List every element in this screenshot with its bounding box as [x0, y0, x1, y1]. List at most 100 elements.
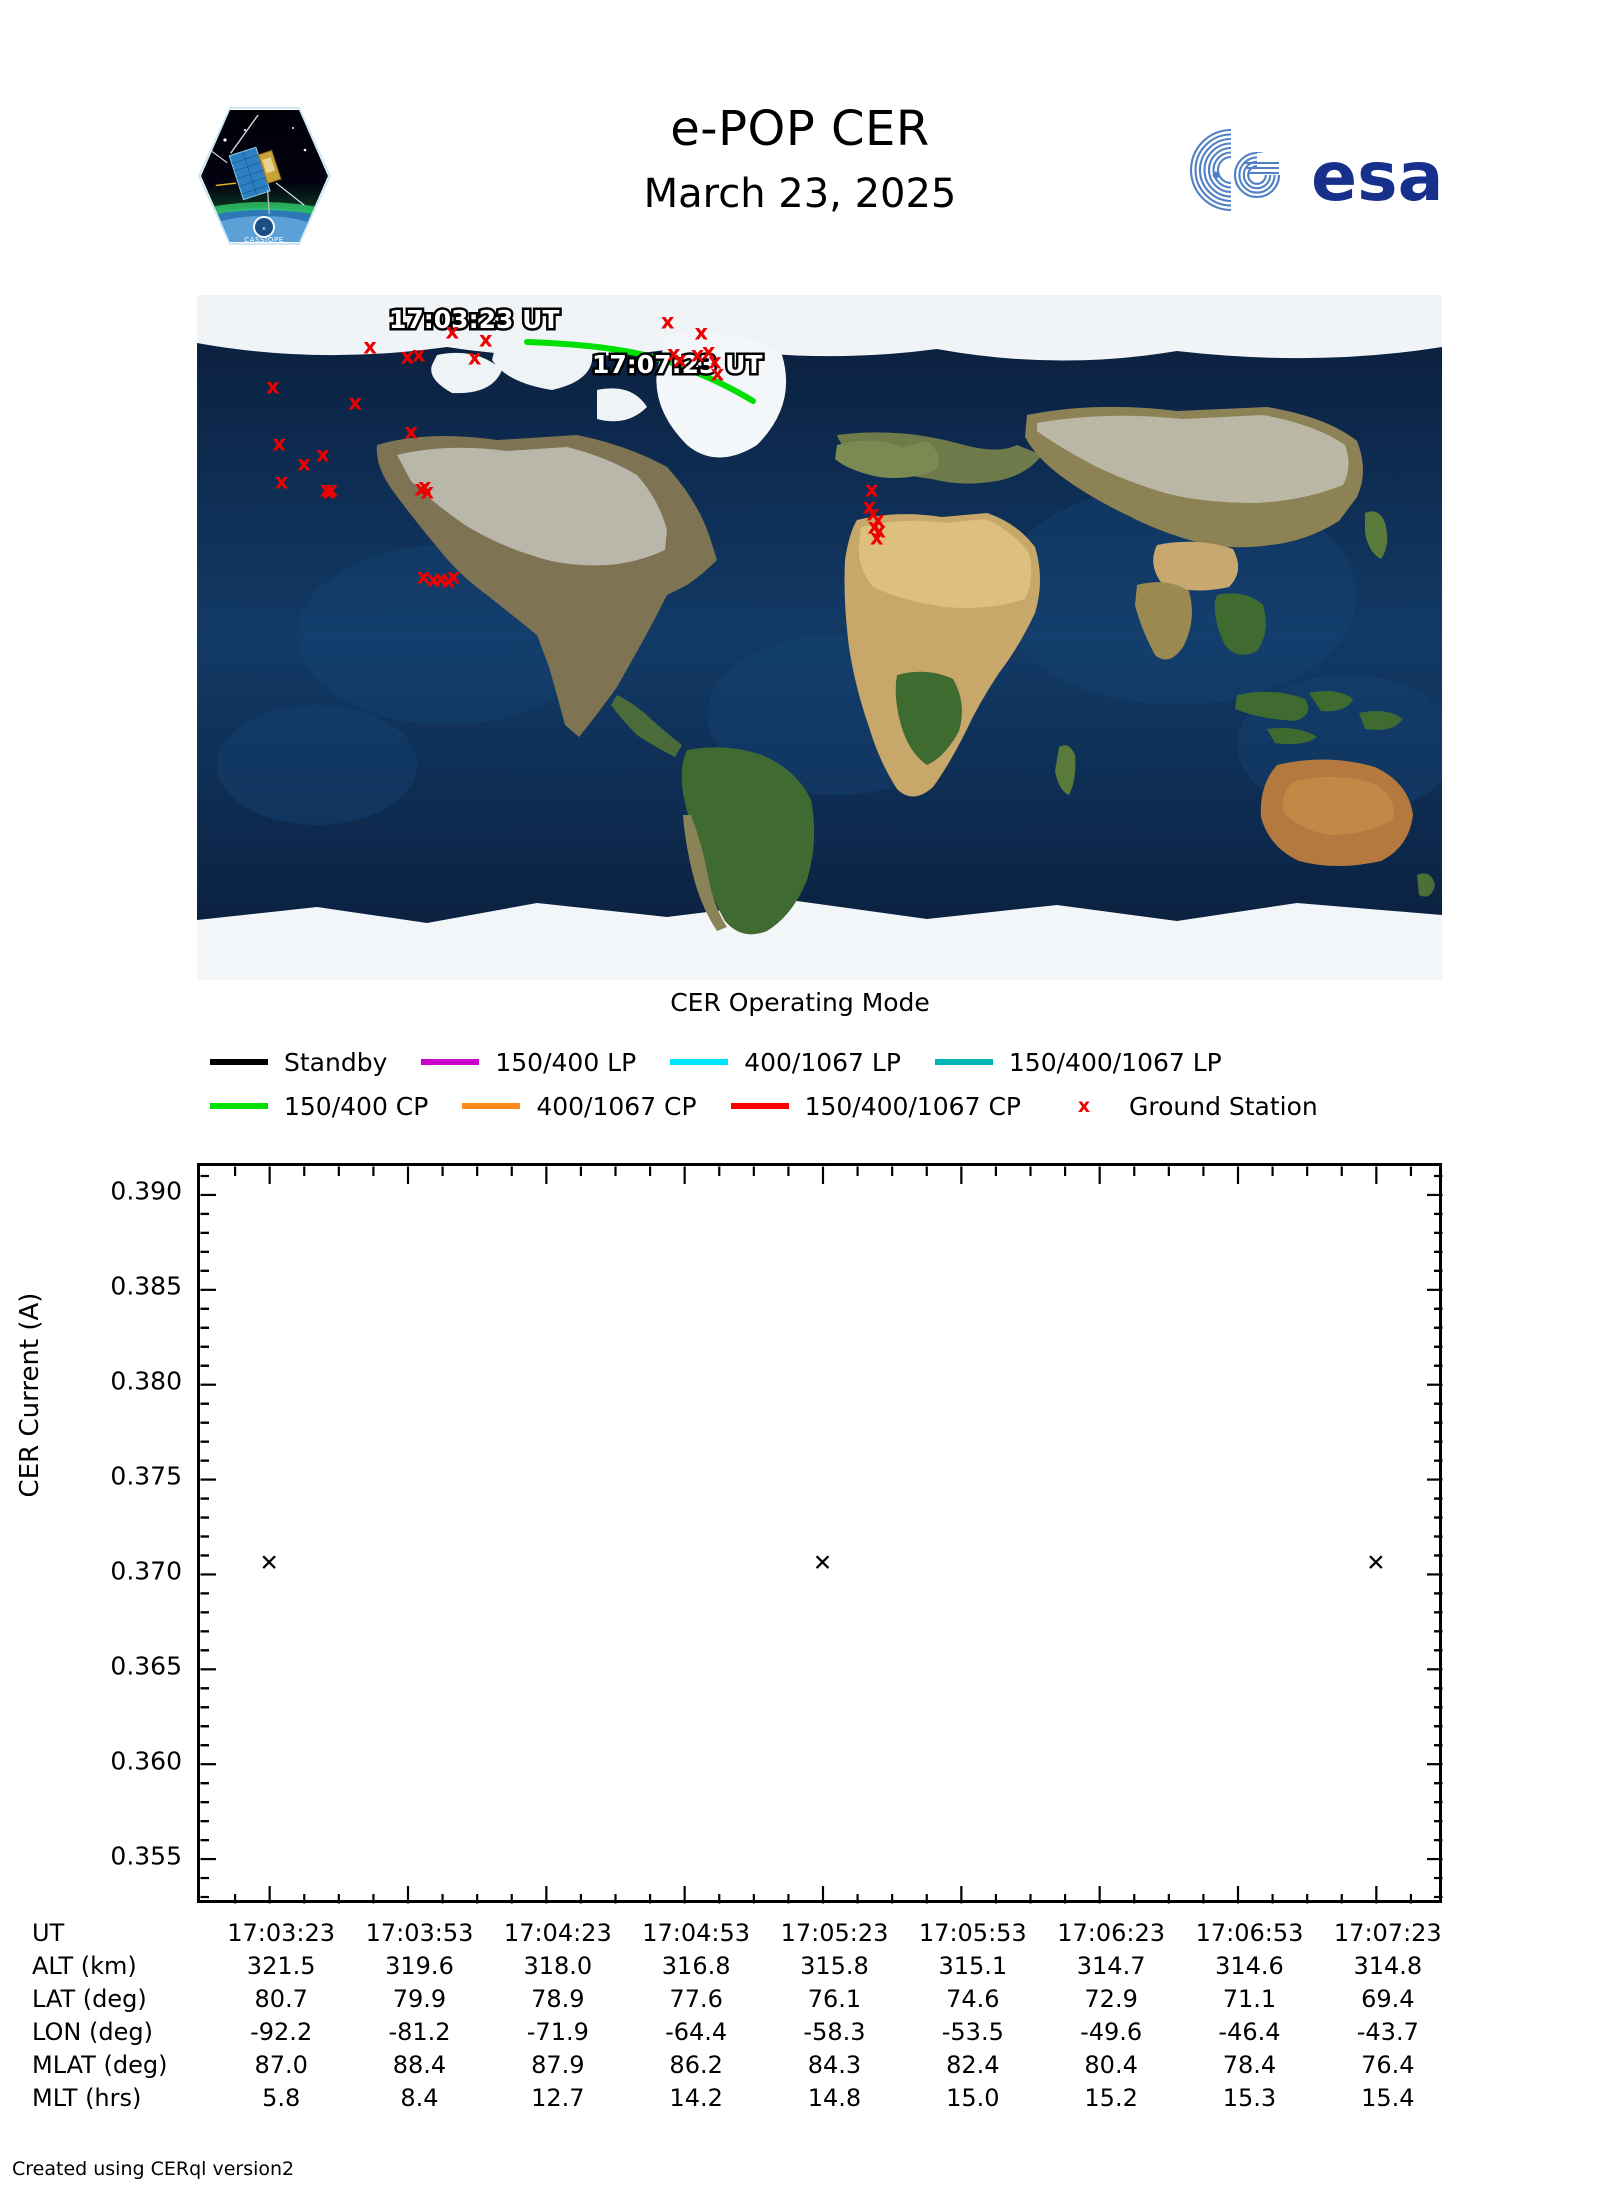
page-date: March 23, 2025 [643, 171, 957, 217]
cassiope-logo-caption: CASSIOPE [244, 236, 284, 244]
table-cell: 78.9 [531, 1984, 585, 2013]
table-cell: 14.8 [807, 2083, 862, 2112]
legend-color-swatch [421, 1059, 480, 1065]
table-cell: 17:04:53 [642, 1918, 751, 1947]
table-cell: 74.6 [946, 1984, 1000, 2013]
table-cell: -43.7 [1356, 2017, 1419, 2046]
table-cell: 17:03:23 [227, 1918, 336, 1947]
cer-current-plot[interactable]: ✕ ✕ ✕ [197, 1163, 1442, 1903]
table-cell: 69.4 [1361, 1984, 1415, 2013]
orbit-end-time-label: 17:07:23 UT 17:07:23 UT [589, 348, 764, 382]
table-cell: 17:03:53 [365, 1918, 474, 1947]
plot-inner: ✕ ✕ ✕ [200, 1166, 1442, 1903]
legend-row-1: Standby 150/400 LP 400/1067 LP 150/400/1067… [210, 1040, 1430, 1084]
y-tick-label: 0.390 [110, 1176, 182, 1206]
y-tick-label: 0.385 [110, 1271, 182, 1301]
legend-color-swatch [934, 1059, 993, 1065]
table-row-label: ALT (km) [32, 1951, 137, 1980]
table-cell: 87.0 [254, 2050, 308, 2079]
orbit-ground-track [524, 339, 756, 404]
table-row-label: MLT (hrs) [32, 2083, 142, 2112]
table-cell: 79.9 [392, 1984, 447, 2013]
table-cell: 15.3 [1222, 2083, 1277, 2112]
table-cell: -53.5 [941, 2017, 1004, 2046]
legend-color-swatch [210, 1103, 268, 1109]
table-cell: 314.8 [1353, 1951, 1423, 1980]
table-cell: 80.4 [1084, 2050, 1138, 2079]
table-cell: -46.4 [1218, 2017, 1281, 2046]
legend-label: 400/1067 CP [536, 1091, 697, 1121]
y-tick-label: 0.360 [110, 1746, 182, 1776]
table-cell: 318.0 [523, 1951, 593, 1980]
table-cell: 72.9 [1084, 1984, 1138, 2013]
table-cell: 80.7 [254, 1984, 308, 2013]
legend-item-ground-station[interactable]: x Ground Station [1055, 1092, 1318, 1121]
table-row: LON (deg) -92.2 -81.2 -71.9 -64.4 -58.3 -53.5 -… [32, 2015, 1457, 2048]
table-cell: 314.6 [1215, 1951, 1284, 1980]
table-cell: 87.9 [531, 2050, 585, 2079]
table-cell: 17:07:23 [1333, 1918, 1442, 1947]
table-cell: 82.4 [946, 2050, 1000, 2079]
table-cell: 15.4 [1361, 2083, 1415, 2112]
table-row: MLAT (deg) 87.0 88.4 87.9 86.2 84.3 82.4 80.4 78… [32, 2048, 1457, 2081]
table-cell: 84.3 [807, 2050, 862, 2079]
table-row-label: LON (deg) [32, 2017, 153, 2046]
table-cell: 88.4 [392, 2050, 447, 2079]
footer-credit: Created using CERql version2 [12, 2158, 295, 2180]
data-point: ✕ [812, 1550, 833, 1577]
table-cell: -71.9 [526, 2017, 589, 2046]
table-cell: 76.4 [1361, 2050, 1415, 2079]
esa-swirl-icon [1189, 125, 1291, 215]
world-map-panel[interactable]: 17:03:23 UT 17:03:23 UT 17:07:23 UT 17:0… [197, 295, 1442, 980]
table-cell: 71.1 [1222, 1984, 1277, 2013]
legend-color-swatch [462, 1103, 521, 1109]
y-tick-label: 0.370 [110, 1556, 182, 1586]
table-cell: 319.6 [385, 1951, 454, 1980]
table-cell: -58.3 [803, 2017, 866, 2046]
legend-item-150-400-lp[interactable]: 150/400 LP [421, 1048, 636, 1077]
table-cell: -49.6 [1080, 2017, 1143, 2046]
title-block: e-POP CER March 23, 2025 [400, 100, 1200, 220]
legend-item-400-1067-lp[interactable]: 400/1067 LP [670, 1048, 901, 1077]
page-title: e-POP CER [670, 101, 930, 157]
table-cell: 321.5 [246, 1951, 316, 1980]
table-cell: 77.6 [669, 1984, 723, 2013]
ground-station-icon: x [1077, 1094, 1091, 1117]
esa-logo-text: esa [1311, 138, 1443, 215]
legend-label: 150/400/1067 CP [804, 1091, 1021, 1121]
legend-label: Ground Station [1128, 1091, 1318, 1121]
legend-row-2: 150/400 CP 400/1067 CP 150/400/1067 CP x Gro… [210, 1084, 1430, 1128]
legend-label: 150/400 LP [495, 1047, 637, 1077]
table-cell: -64.4 [665, 2017, 728, 2046]
legend-item-150-400-1067-cp[interactable]: 150/400/1067 CP [730, 1091, 1021, 1121]
table-row: MLT (hrs) 5.8 8.4 12.7 14.2 14.8 15.0 15.2 15.3 1… [32, 2081, 1457, 2114]
legend-item-150-400-cp[interactable]: 150/400 CP [210, 1092, 428, 1121]
legend-label: 150/400/1067 LP [1008, 1047, 1222, 1077]
legend-item-150-400-1067-lp[interactable]: 150/400/1067 LP [934, 1047, 1222, 1077]
table-cell: 5.8 [262, 2083, 301, 2112]
table-cell: 8.4 [400, 2083, 439, 2112]
ephemeris-table: UT 17:03:23 17:03:53 17:04:23 17:04:53 17:05:… [32, 1916, 1457, 2114]
world-map-graphic [197, 295, 1442, 980]
legend-label: Standby [284, 1047, 388, 1077]
table-cell: 17:05:23 [780, 1918, 889, 1947]
y-tick-label: 0.375 [110, 1461, 182, 1491]
table-cell: 15.0 [946, 2083, 1000, 2112]
data-point: ✕ [259, 1550, 279, 1577]
table-cell: 76.1 [807, 1984, 862, 2013]
y-tick-label: 0.380 [110, 1366, 182, 1396]
data-point: ✕ [1366, 1550, 1386, 1577]
legend: Standby 150/400 LP 400/1067 LP 150/400/1067… [210, 1040, 1430, 1128]
cassiope-logo: e CASSIOPE [197, 106, 332, 246]
plot-axes [200, 1166, 1442, 1903]
table-cell: 314.7 [1076, 1951, 1146, 1980]
table-cell: 12.7 [531, 2083, 585, 2112]
table-row-label: UT [32, 1918, 65, 1947]
orbit-start-time-label: 17:03:23 UT 17:03:23 UT [386, 303, 561, 337]
legend-item-standby[interactable]: Standby [210, 1048, 387, 1077]
svg-text:e: e [262, 226, 265, 232]
table-row-label: LAT (deg) [32, 1984, 147, 2013]
table-cell: 316.8 [661, 1951, 731, 1980]
table-cell: 17:05:53 [918, 1918, 1027, 1947]
legend-item-400-1067-cp[interactable]: 400/1067 CP [462, 1091, 697, 1121]
